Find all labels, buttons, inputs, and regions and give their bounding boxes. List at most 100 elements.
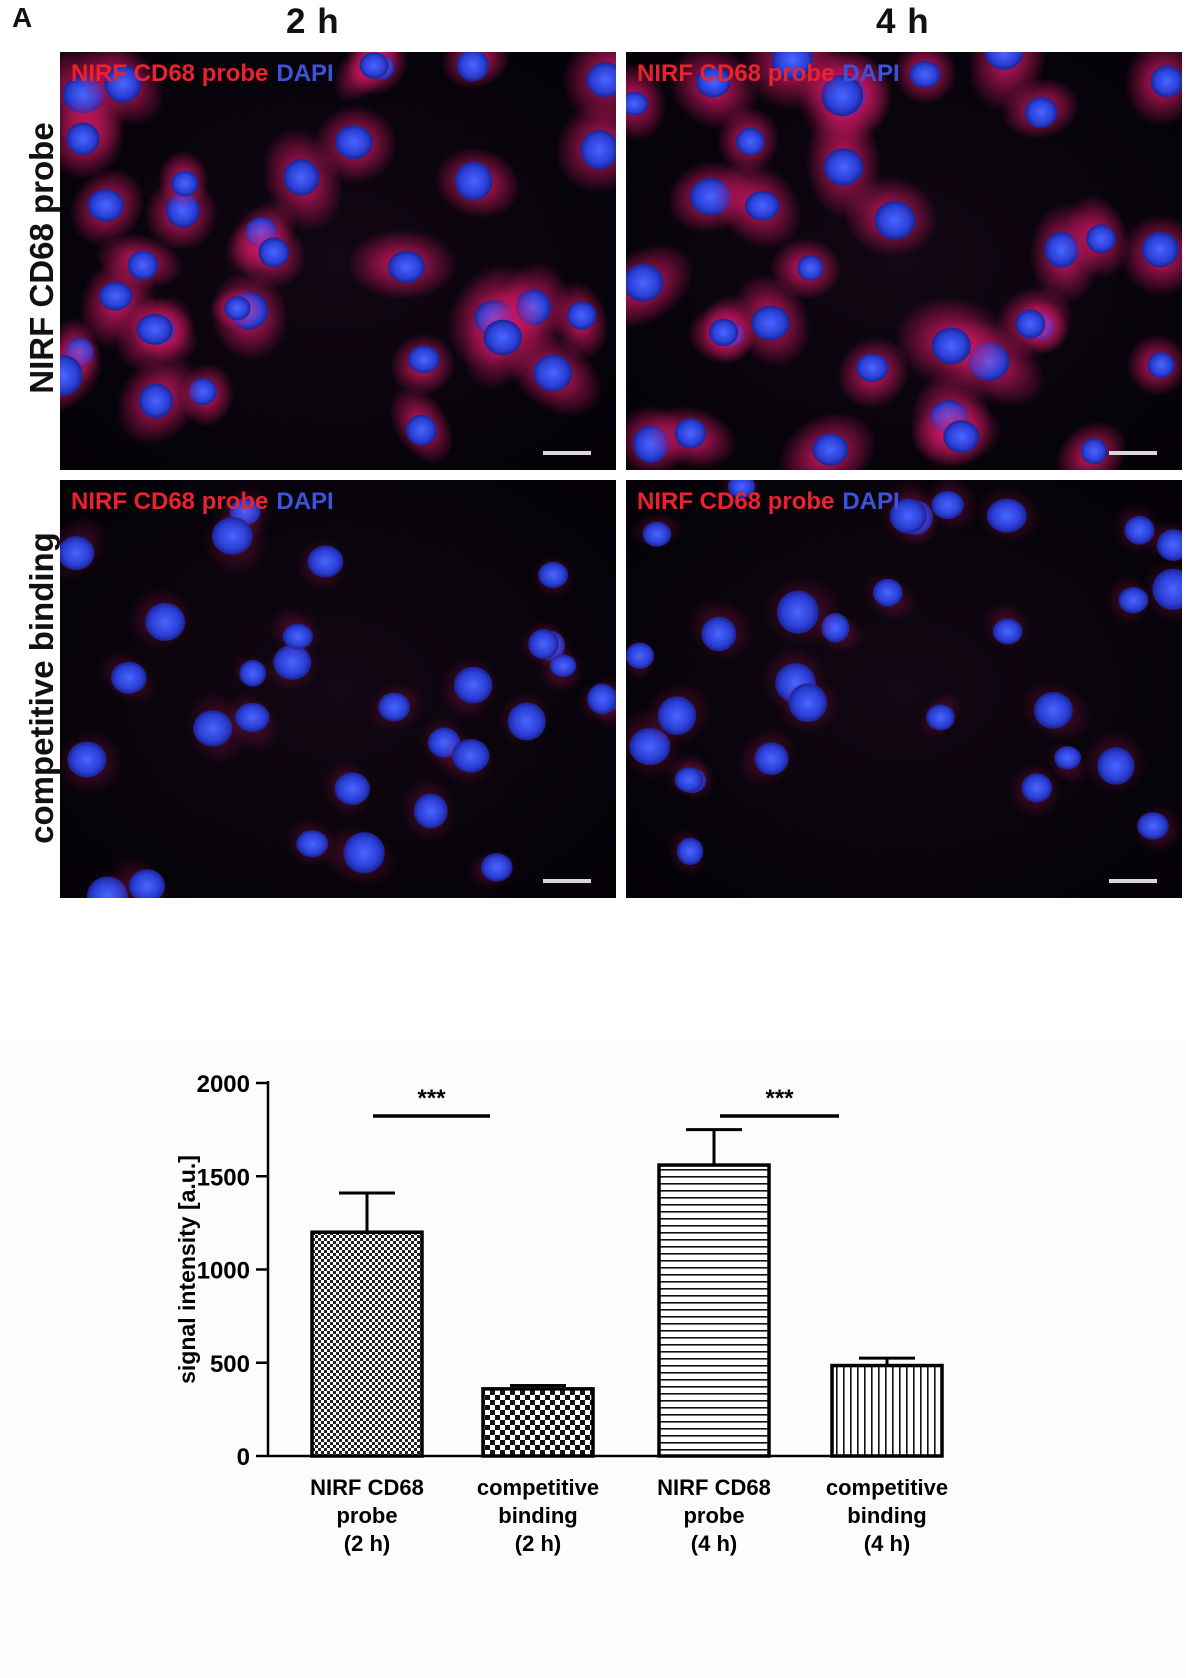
micrograph-label: NIRF CD68 probe DAPI: [637, 60, 900, 88]
cell-nucleus: [984, 52, 1024, 70]
cell-nucleus: [343, 832, 385, 874]
cell-nucleus: [456, 52, 489, 82]
cell-nucleus: [727, 480, 756, 499]
cell-nucleus: [735, 127, 765, 156]
cell-nucleus: [378, 692, 411, 722]
cell-nucleus: [128, 869, 166, 898]
cell-nucleus: [823, 148, 864, 186]
cell-nucleus: [771, 52, 813, 80]
dapi-stain-label: DAPI: [842, 60, 900, 87]
scale-bar: [1109, 879, 1157, 883]
micrograph-competitive-2h: NIRF CD68 probe DAPI: [60, 480, 616, 898]
cell-nucleus: [657, 696, 697, 735]
x-tick-label: (2 h): [515, 1531, 561, 1556]
cell-nucleus: [111, 661, 147, 694]
cell-nucleus: [701, 616, 737, 652]
cell-nucleus: [359, 52, 389, 79]
x-tick-label: competitive: [826, 1475, 948, 1500]
cell-nucleus: [66, 122, 100, 156]
cell-nucleus: [1150, 65, 1182, 98]
cell-nucleus: [60, 536, 95, 571]
cell-nucleus: [171, 170, 199, 197]
cell-nucleus: [626, 642, 655, 670]
cell-nucleus: [507, 702, 546, 741]
cell-nucleus: [452, 739, 490, 773]
row-header-probe: NIRF CD68 probe: [23, 122, 60, 394]
dapi-stain-label: DAPI: [842, 488, 900, 515]
cell-nucleus: [1015, 309, 1046, 339]
y-tick-label: 1000: [197, 1258, 250, 1285]
cell-nucleus: [1152, 568, 1182, 610]
cell-nucleus: [87, 188, 124, 222]
cell-nucleus: [99, 281, 133, 311]
x-tick-label: (4 h): [691, 1531, 737, 1556]
cell-nucleus: [889, 498, 927, 534]
bar: [310, 1230, 424, 1458]
cell-nucleus: [797, 255, 824, 281]
cell-nucleus: [874, 200, 916, 240]
x-tick-label: probe: [683, 1503, 744, 1528]
y-tick-label: 0: [237, 1444, 250, 1471]
x-tick-label: binding: [847, 1503, 926, 1528]
x-tick-label: (4 h): [864, 1531, 910, 1556]
column-header-2h: 2 h: [286, 2, 340, 41]
cell-nucleus: [674, 767, 704, 793]
cell-nucleus: [453, 666, 493, 704]
cell-nucleus: [931, 327, 971, 365]
cell-nucleus: [856, 353, 889, 383]
micrograph-label: NIRF CD68 probe DAPI: [71, 60, 334, 88]
cell-nucleus: [1147, 352, 1175, 379]
cell-nucleus: [234, 702, 270, 733]
y-axis-label: signal intensity [a.u.]: [174, 1155, 200, 1384]
cell-nucleus: [1054, 746, 1082, 770]
micrograph-label: NIRF CD68 probe DAPI: [71, 488, 334, 516]
micrograph-label: NIRF CD68 probe DAPI: [637, 488, 900, 516]
x-tick-label: binding: [498, 1503, 577, 1528]
cell-nucleus: [754, 742, 789, 775]
cell-nucleus: [1080, 438, 1108, 465]
micrograph-probe-2h: NIRF CD68 probe DAPI: [60, 52, 616, 470]
probe-stain-label: NIRF CD68 probe: [637, 488, 835, 515]
cell-nucleus: [138, 383, 174, 419]
cell-nucleus: [567, 301, 597, 330]
scale-bar: [543, 879, 591, 883]
cell-nucleus: [931, 490, 964, 520]
x-tick-label: NIRF CD68: [310, 1475, 424, 1500]
row-header-competitive: competitive binding: [23, 532, 60, 844]
bar: [830, 1363, 944, 1458]
cell-nucleus: [538, 561, 568, 589]
cell-field: [60, 485, 616, 898]
cell-nucleus: [1141, 231, 1179, 268]
cell-nucleus: [127, 250, 159, 281]
cell-nucleus: [1024, 96, 1058, 129]
probe-stain-label: NIRF CD68 probe: [71, 488, 269, 515]
cell-nucleus: [751, 305, 790, 341]
cell-nucleus: [626, 263, 664, 302]
cell-nucleus: [1118, 587, 1149, 614]
micrograph-probe-4h: NIRF CD68 probe DAPI: [626, 52, 1182, 470]
cell-nucleus: [872, 578, 903, 607]
cell-nucleus: [282, 623, 313, 650]
cell-nucleus: [239, 659, 267, 687]
cell-nucleus: [1034, 692, 1073, 729]
cell-nucleus: [676, 837, 704, 866]
y-tick-label: 1500: [197, 1164, 250, 1191]
cell-nucleus: [407, 345, 440, 374]
cell-nucleus: [483, 319, 523, 356]
cell-nucleus: [1086, 224, 1116, 254]
cell-nucleus: [454, 161, 493, 201]
panel-a-letter: A: [12, 2, 33, 33]
cell-nucleus: [992, 618, 1023, 645]
cell-nucleus: [145, 602, 186, 641]
cell-nucleus: [943, 420, 980, 453]
column-header-4h: 4 h: [876, 2, 930, 41]
cell-field: [626, 480, 1182, 876]
cell-nucleus: [136, 313, 174, 345]
cell-nucleus: [1137, 812, 1169, 840]
cell-nucleus: [1097, 747, 1135, 785]
cell-nucleus: [60, 354, 83, 396]
dapi-stain-label: DAPI: [276, 488, 334, 515]
cell-nucleus: [909, 61, 941, 88]
micrograph-competitive-4h: NIRF CD68 probe DAPI: [626, 480, 1182, 898]
cell-nucleus: [812, 433, 849, 466]
